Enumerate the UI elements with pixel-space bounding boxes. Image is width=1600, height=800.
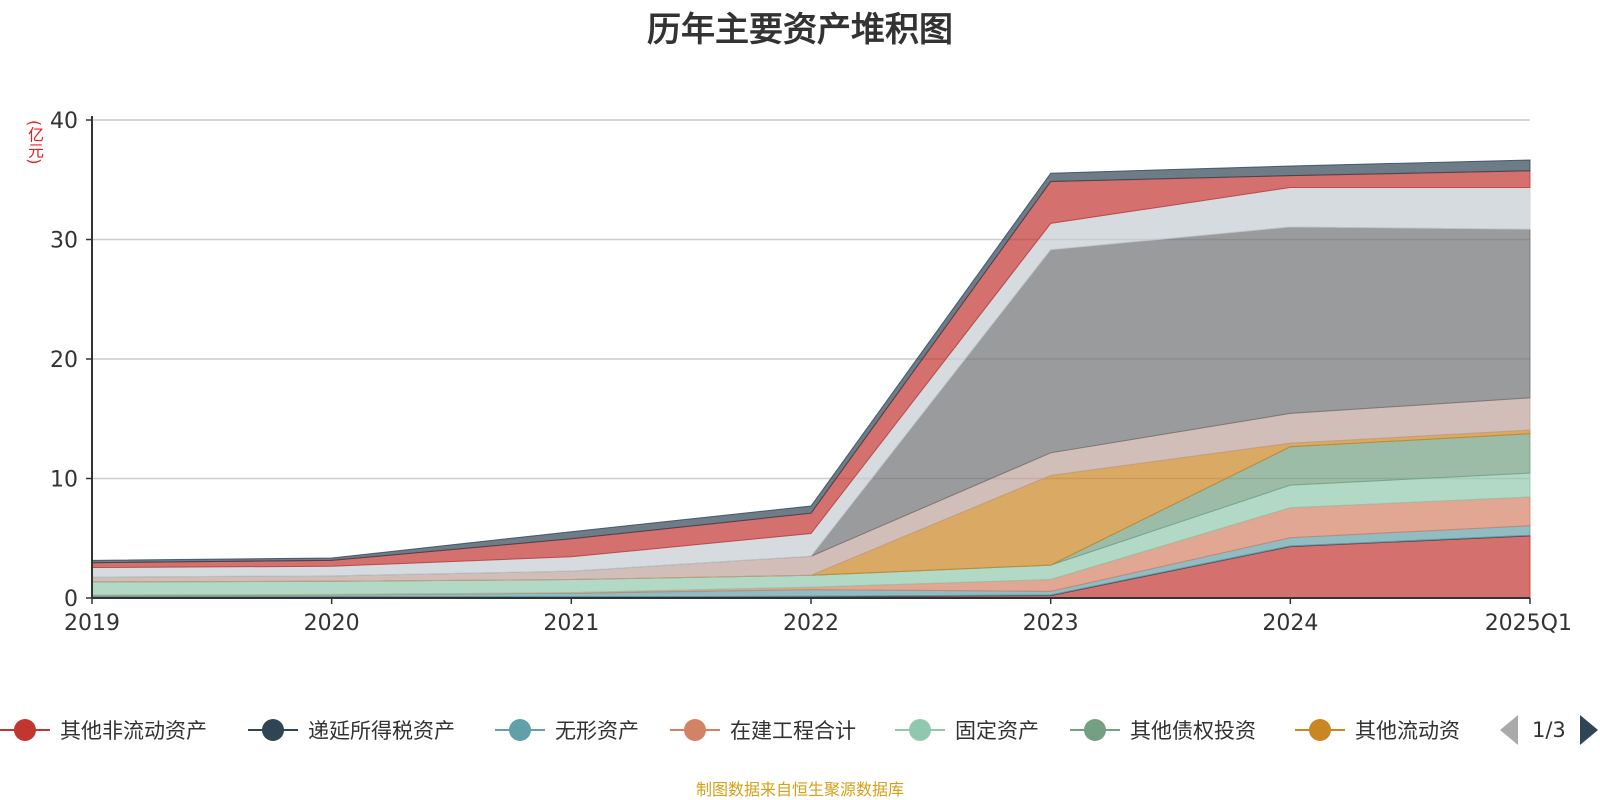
- chart-title: 历年主要资产堆积图: [647, 10, 953, 50]
- legend-item-other-noncurrent-assets[interactable]: 其他非流动资产: [0, 715, 207, 745]
- previous-page-arrow-icon[interactable]: [1500, 715, 1518, 745]
- y-tick-label: 10: [50, 468, 78, 493]
- x-tick-label: 2023: [1023, 611, 1079, 636]
- x-tick-label: 2020: [304, 611, 360, 636]
- legend-symbol: [895, 715, 945, 745]
- legend-item-construction-in-progress[interactable]: 在建工程合计: [670, 715, 856, 745]
- stacked-area-chart: 0 10 20 30 40 2019 2020 2021 2022 2023 2024 2025Q1: [50, 109, 1572, 636]
- next-page-arrow-icon[interactable]: [1579, 715, 1598, 745]
- legend-item-fixed-assets[interactable]: 固定资产: [895, 715, 1039, 745]
- legend-page-indicator: 1/3: [1532, 718, 1566, 742]
- area-series-11: [91, 159, 1531, 564]
- legend: 其他非流动资产 递延所得税资产 无形资产 在建工程合计 固定资产: [0, 715, 1600, 755]
- legend-item-intangible-assets[interactable]: 无形资产: [495, 715, 639, 745]
- legend-label: 递延所得税资产: [308, 719, 455, 743]
- y-tick-label: 0: [64, 587, 78, 612]
- x-tick-label: 2021: [543, 611, 599, 636]
- y-tick-label: 30: [50, 229, 78, 254]
- legend-label: 其他流动资: [1355, 719, 1460, 743]
- legend-symbol: [248, 715, 298, 745]
- legend-item-deferred-tax-assets[interactable]: 递延所得税资产: [248, 715, 455, 745]
- x-tick-label: 2025Q1: [1485, 611, 1572, 636]
- legend-item-other-current-assets[interactable]: 其他流动资: [1295, 715, 1460, 745]
- x-tick-label: 2022: [783, 611, 839, 636]
- legend-symbol: [670, 715, 720, 745]
- legend-pager: 1/3: [1500, 713, 1598, 747]
- y-tick-label: 20: [50, 348, 78, 373]
- legend-item-other-debt-investments[interactable]: 其他债权投资: [1070, 715, 1256, 745]
- legend-symbol: [495, 715, 545, 745]
- source-note: 制图数据来自恒生聚源数据库: [695, 780, 904, 799]
- legend-symbol: [1295, 715, 1345, 745]
- y-tick-label: 40: [50, 109, 78, 134]
- axis-layer: 0 10 20 30 40 2019 2020 2021 2022 2023 2024 2025Q1: [50, 109, 1572, 636]
- area-layer: [91, 159, 1531, 599]
- legend-label: 其他债权投资: [1130, 719, 1256, 743]
- legend-label: 其他非流动资产: [60, 719, 207, 743]
- y-axis-unit-label: (亿元): [25, 120, 44, 165]
- legend-symbol: [0, 715, 50, 745]
- legend-label: 无形资产: [555, 719, 639, 743]
- legend-label: 在建工程合计: [730, 719, 856, 743]
- x-tick-label: 2024: [1262, 611, 1318, 636]
- x-tick-label: 2019: [64, 611, 120, 636]
- legend-label: 固定资产: [955, 719, 1039, 743]
- legend-symbol: [1070, 715, 1120, 745]
